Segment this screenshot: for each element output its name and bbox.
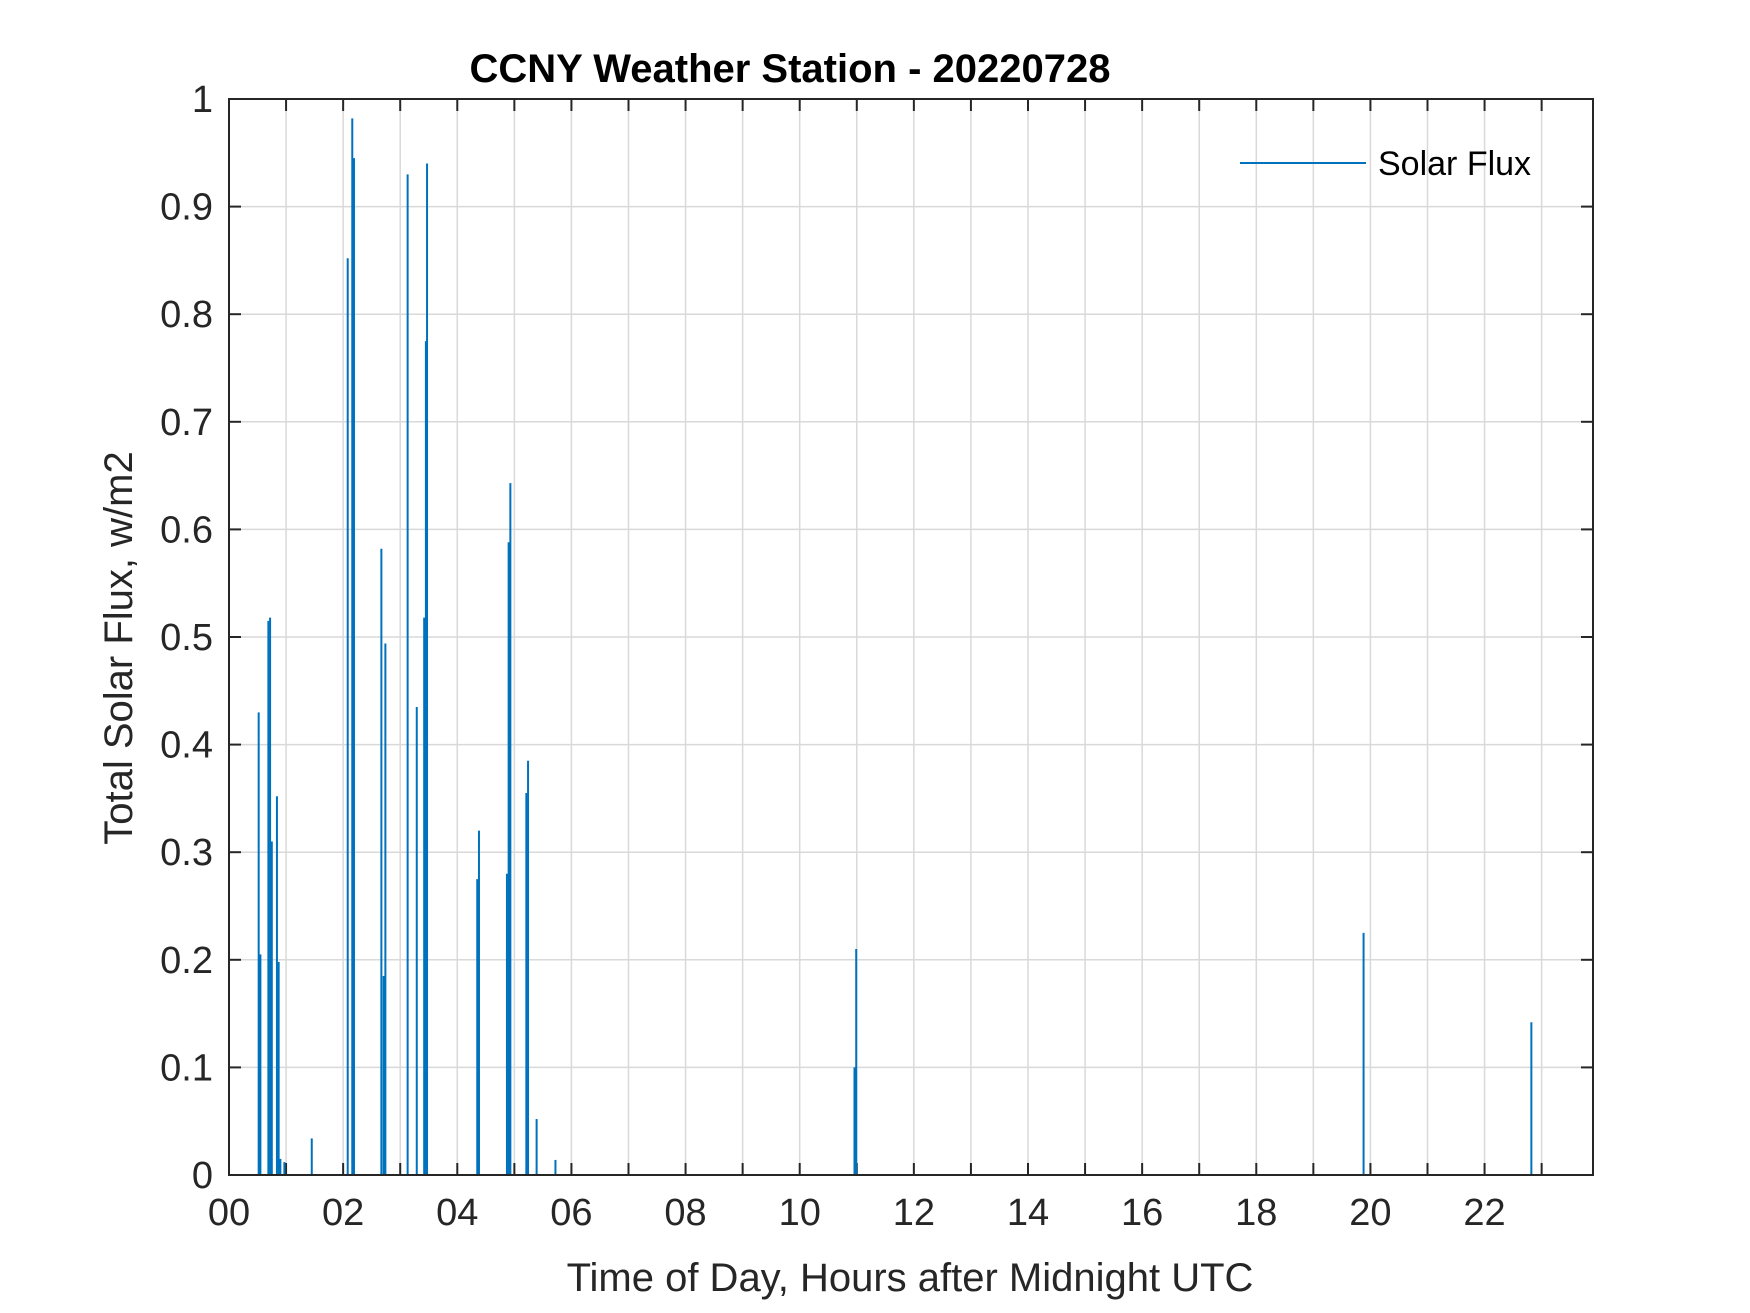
chart-title: CCNY Weather Station - 20220728 xyxy=(470,47,1111,91)
y-tick-label: 0.6 xyxy=(160,509,213,551)
x-tick-label: 12 xyxy=(893,1192,935,1234)
gridlines xyxy=(229,99,1593,1175)
axes-box xyxy=(228,98,1594,1176)
y-tick-label: 0.5 xyxy=(160,617,213,659)
y-tick-label: 1 xyxy=(192,79,213,121)
x-tick-label: 20 xyxy=(1349,1192,1391,1234)
x-tick-label: 10 xyxy=(779,1192,821,1234)
y-tick-label: 0.7 xyxy=(160,402,213,444)
y-tick-label: 0.4 xyxy=(160,725,213,767)
legend: Solar Flux xyxy=(1240,145,1531,183)
y-tick-label: 0.1 xyxy=(160,1047,213,1089)
y-tick-label: 0.2 xyxy=(160,940,213,982)
tick-marks xyxy=(229,98,1593,1176)
x-axis-label: Time of Day, Hours after Midnight UTC xyxy=(567,1256,1254,1300)
y-tick-label: 0 xyxy=(192,1155,213,1197)
y-tick-label: 0.8 xyxy=(160,294,213,336)
x-tick-label: 16 xyxy=(1121,1192,1163,1234)
x-tick-label: 02 xyxy=(322,1192,364,1234)
tick-labels: 00 02 04 06 08 10 12 14 16 18 20 22 0 0.1 0.2 0.3 0.4 0.5… xyxy=(160,79,1506,1234)
x-tick-label: 04 xyxy=(436,1192,478,1234)
x-tick-label: 06 xyxy=(550,1192,592,1234)
y-axis-label: Total Solar Flux, w/m2 xyxy=(97,451,141,844)
x-tick-label: 22 xyxy=(1463,1192,1505,1234)
y-tick-label: 0.9 xyxy=(160,187,213,229)
axes-frame xyxy=(228,98,1594,1176)
x-tick-label: 14 xyxy=(1007,1192,1049,1234)
legend-entry-label: Solar Flux xyxy=(1378,145,1531,183)
x-tick-label: 08 xyxy=(664,1192,706,1234)
x-tick-label: 18 xyxy=(1235,1192,1277,1234)
x-tick-label: 00 xyxy=(208,1192,250,1234)
y-tick-label: 0.3 xyxy=(160,832,213,874)
